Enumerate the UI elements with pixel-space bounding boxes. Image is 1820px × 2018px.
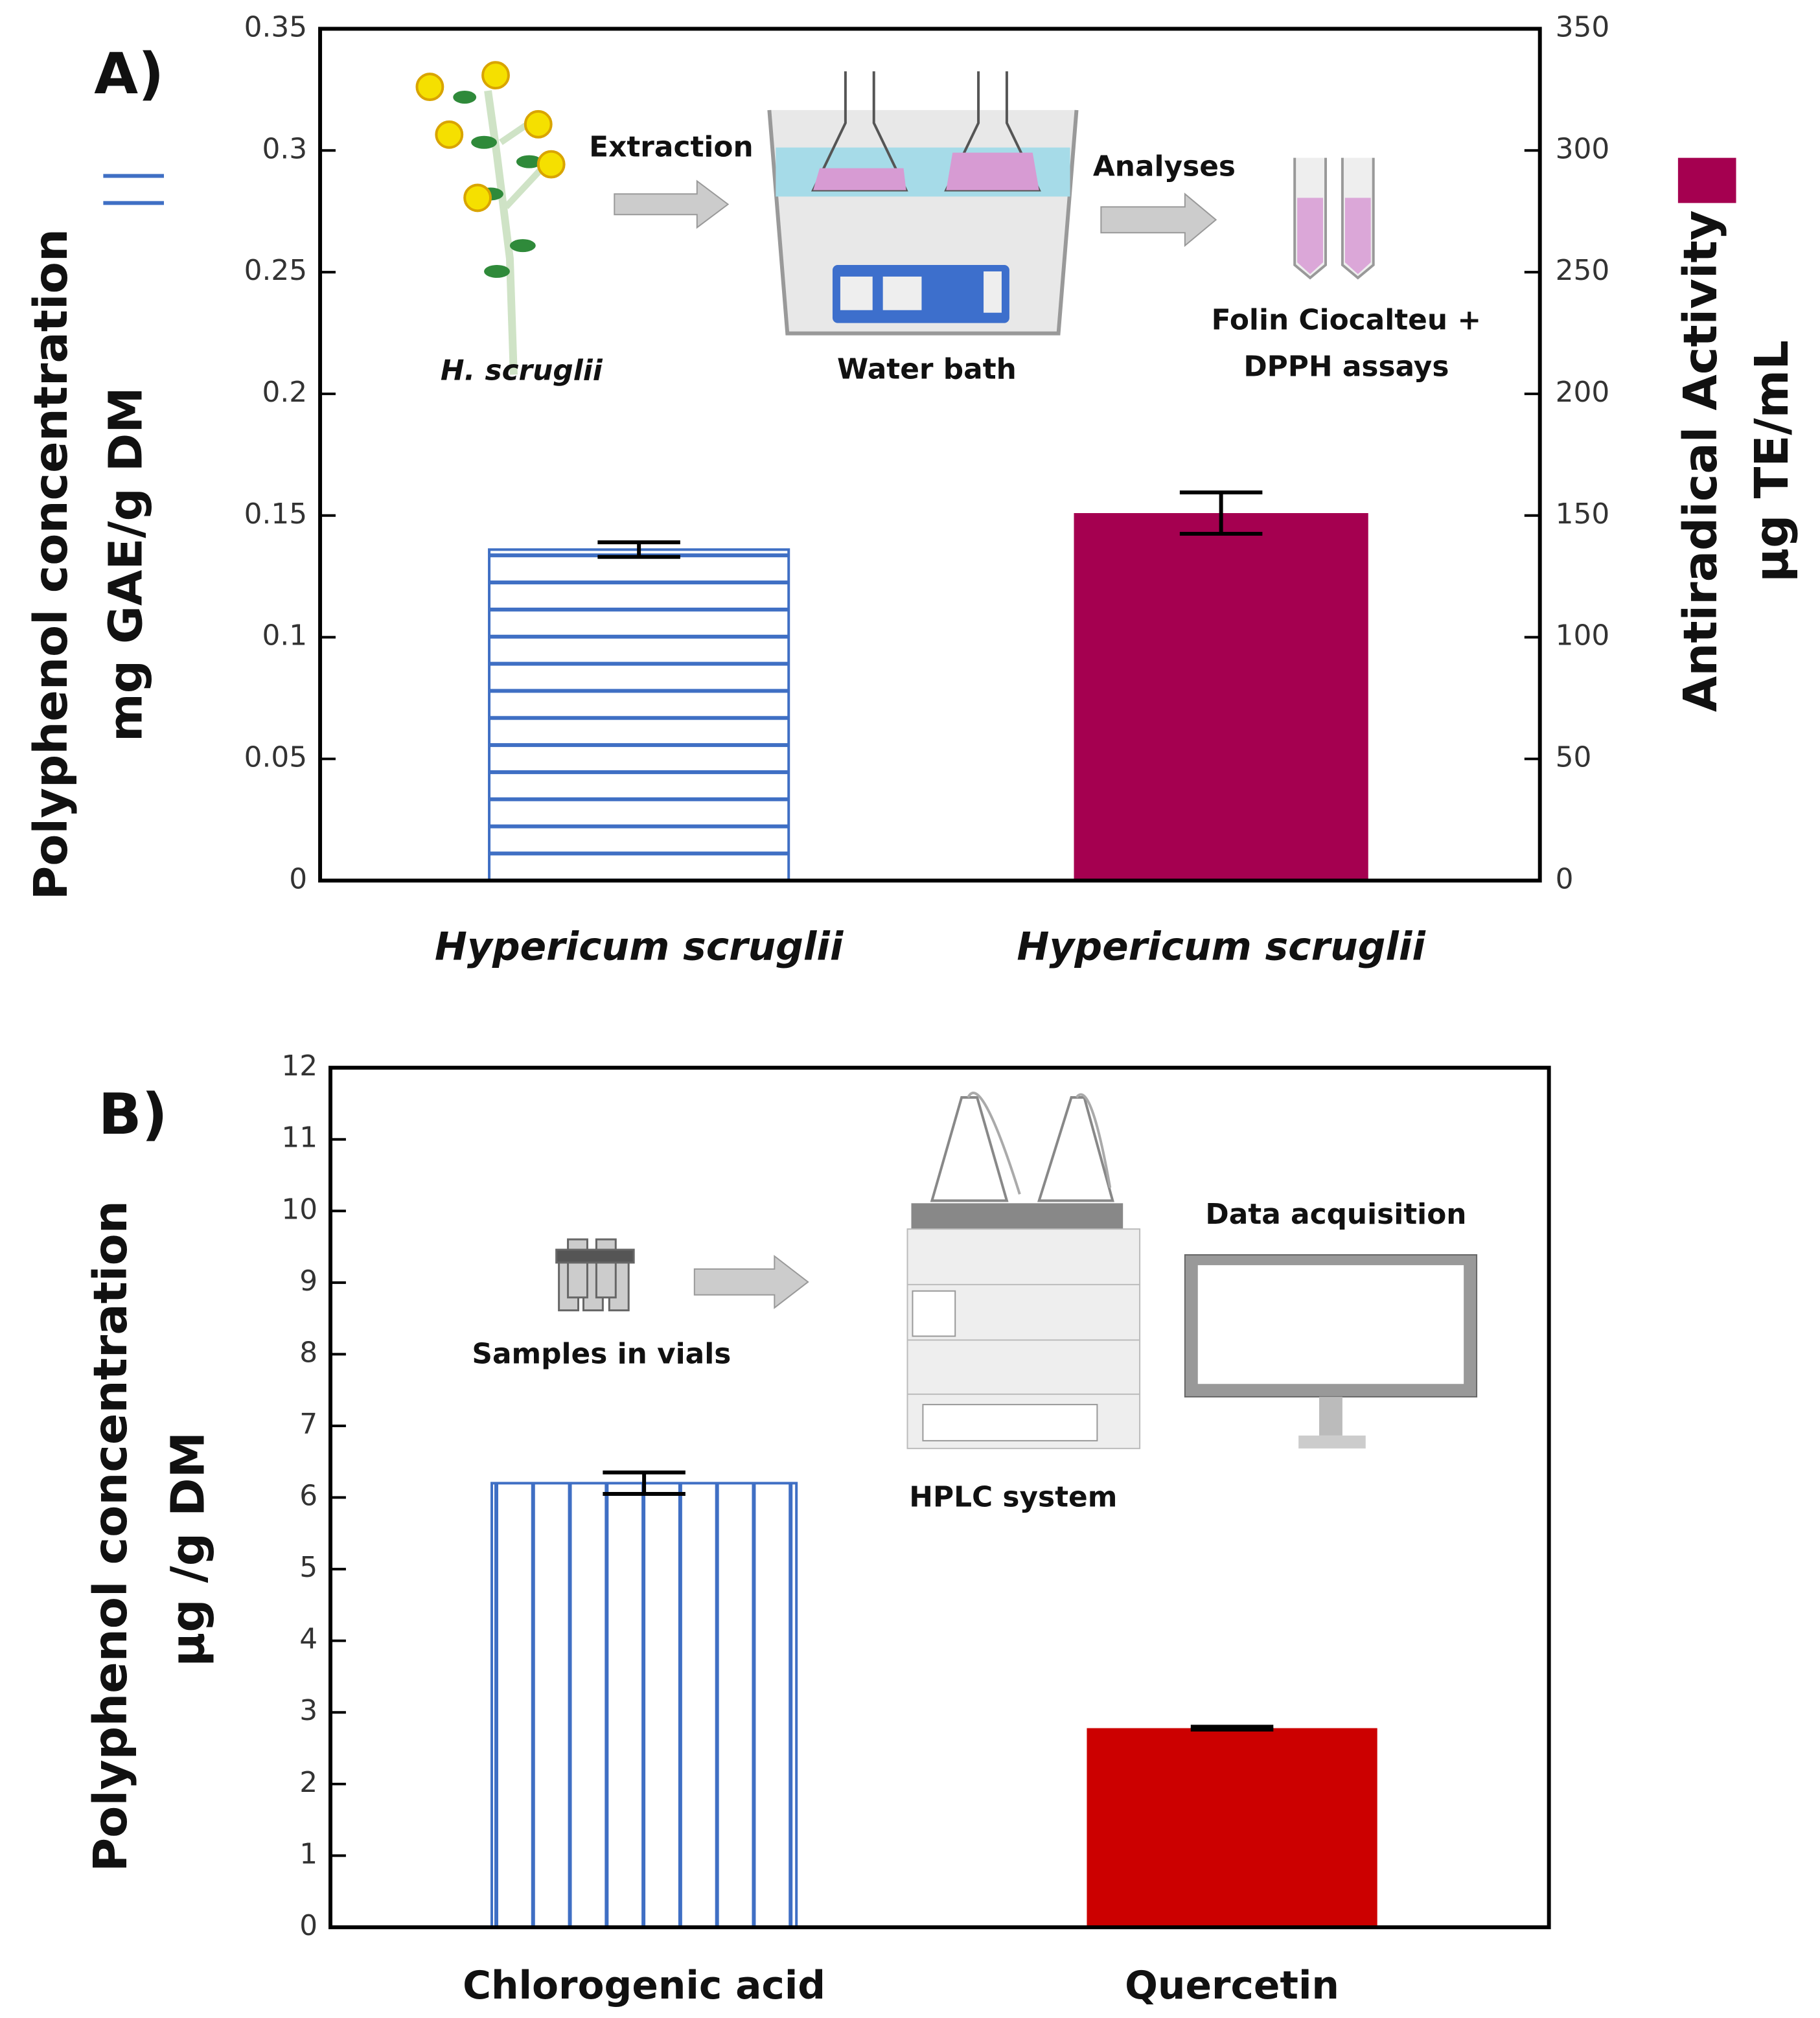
legend-swatch (103, 165, 165, 210)
annotation: Water bath (837, 352, 1017, 385)
annotation: Analyses (1093, 150, 1236, 183)
y-axis-label: Polyphenol concentration (23, 229, 78, 900)
y-tick-label: 5 (299, 1551, 317, 1584)
annotation: Folin Ciocalteu + (1212, 304, 1481, 337)
y-axis-label: Polyphenol concentration (83, 1200, 137, 1872)
annotation: HPLC system (909, 1481, 1117, 1514)
error-bar (1190, 1725, 1274, 1732)
y2-tick-label: 350 (1556, 10, 1610, 43)
error-bar (597, 540, 680, 559)
y-axis-label: µg /g DM (160, 1432, 214, 1666)
y2-tick-label: 50 (1556, 740, 1592, 774)
bar (1074, 513, 1368, 881)
y-tick-label: 3 (299, 1694, 317, 1727)
panel-label: A) (94, 41, 164, 107)
illustration-extraction (415, 61, 1375, 375)
x-tick-label: Hypericum scruglii (1017, 924, 1426, 969)
y-tick-label: 0.35 (244, 10, 308, 43)
y2-tick-label: 250 (1556, 254, 1610, 287)
annotation: DPPH assays (1243, 350, 1449, 383)
bar (488, 548, 790, 882)
y-tick-label: 8 (299, 1336, 317, 1369)
y-tick-label: 12 (281, 1049, 317, 1083)
error-bar (603, 1470, 685, 1496)
y-tick-label: 0.2 (262, 376, 307, 409)
y-tick-label: 0.15 (244, 498, 308, 531)
y-tick-label: 7 (299, 1408, 317, 1441)
y-tick-label: 0.3 (262, 132, 307, 165)
bar (1087, 1728, 1377, 1927)
plot-frame (328, 1066, 1551, 1929)
error-bar (1179, 490, 1263, 536)
y-tick-label: 9 (299, 1265, 317, 1298)
y-tick-label: 10 (281, 1193, 317, 1226)
y-tick-label: 0.25 (244, 254, 308, 287)
y-tick-label: 0 (299, 1909, 317, 1942)
x-tick-label: Hypericum scruglii (435, 924, 844, 969)
bar (490, 1482, 798, 1929)
illustration-hplc (555, 1092, 1478, 1449)
y2-tick-label: 0 (1556, 862, 1574, 895)
y-tick-label: 2 (299, 1766, 317, 1799)
annotation: Extraction (589, 131, 754, 164)
y-tick-label: 4 (299, 1623, 317, 1656)
annotation: Data acquisition (1205, 1198, 1466, 1231)
y2-axis-label: Antiradical Activity (1673, 210, 1727, 712)
y2-tick-label: 100 (1556, 619, 1610, 652)
y2-tick-label: 150 (1556, 498, 1610, 531)
y-axis-label: mg GAE/g DM (98, 387, 153, 742)
y-tick-label: 0 (289, 862, 307, 895)
x-tick-label: Chlorogenic acid (463, 1964, 825, 2008)
y-tick-label: 6 (299, 1480, 317, 1513)
plot-frame (318, 27, 1542, 883)
legend-swatch (1677, 157, 1736, 203)
y-tick-label: 1 (299, 1837, 317, 1870)
y-tick-label: 11 (281, 1121, 317, 1154)
y-tick-label: 0.05 (244, 740, 308, 774)
y-tick-label: 0.1 (262, 619, 307, 652)
y2-axis-label: µg TE/mL (1744, 340, 1799, 582)
panel-label: B) (98, 1081, 168, 1147)
annotation: H. scruglii (441, 354, 603, 387)
annotation: Samples in vials (472, 1337, 731, 1370)
x-tick-label: Quercetin (1125, 1964, 1339, 2008)
y2-tick-label: 300 (1556, 132, 1610, 165)
y2-tick-label: 200 (1556, 376, 1610, 409)
